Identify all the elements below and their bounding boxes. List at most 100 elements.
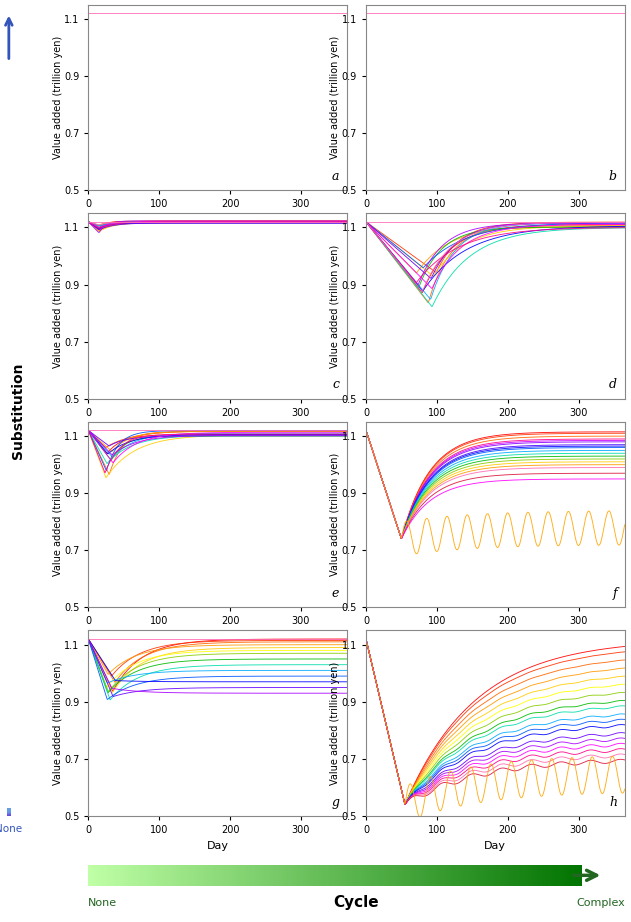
Bar [562, 865, 565, 886]
Bar [530, 865, 533, 886]
Text: h: h [609, 796, 617, 809]
Bar [6, 810, 11, 813]
Bar [6, 811, 11, 815]
Bar [6, 810, 11, 814]
Bar [6, 811, 11, 815]
Bar [547, 865, 550, 886]
Bar [321, 865, 323, 886]
Bar [187, 865, 190, 886]
Bar [182, 865, 185, 886]
Bar [525, 865, 528, 886]
Bar [6, 809, 11, 812]
Bar [6, 811, 11, 815]
Bar [574, 865, 577, 886]
Bar [232, 865, 234, 886]
Bar [6, 809, 11, 812]
Bar [310, 865, 313, 886]
Bar [433, 865, 437, 886]
Bar [214, 865, 217, 886]
Bar [224, 865, 227, 886]
Bar [6, 810, 11, 815]
Bar [6, 810, 11, 813]
Bar [121, 865, 123, 886]
Bar [6, 811, 11, 815]
Bar [6, 810, 11, 813]
Bar [291, 865, 293, 886]
Bar [6, 810, 11, 814]
Bar [6, 809, 11, 813]
Bar [6, 809, 11, 812]
Bar [6, 811, 11, 816]
Bar [162, 865, 165, 886]
Bar [6, 810, 11, 815]
Bar [6, 810, 11, 813]
Bar [557, 865, 560, 886]
Bar [463, 865, 466, 886]
Bar [204, 865, 207, 886]
Bar [6, 808, 11, 812]
Bar [419, 865, 422, 886]
Bar [441, 865, 444, 886]
Bar [6, 810, 11, 814]
Bar [216, 865, 220, 886]
Bar [6, 811, 11, 816]
Text: g: g [331, 796, 339, 809]
Bar [6, 809, 11, 812]
Bar [6, 810, 11, 814]
Bar [6, 811, 11, 816]
Bar [6, 810, 11, 814]
Bar [189, 865, 192, 886]
Bar [6, 811, 11, 815]
Bar [510, 865, 513, 886]
Bar [6, 810, 11, 814]
Bar [422, 865, 424, 886]
Y-axis label: Value added (trillion yen): Value added (trillion yen) [330, 453, 340, 576]
Bar [327, 865, 331, 886]
Bar [177, 865, 180, 886]
Bar [379, 865, 382, 886]
Bar [6, 811, 11, 815]
Bar [6, 810, 11, 814]
Bar [6, 809, 11, 813]
Bar [404, 865, 407, 886]
Bar [6, 811, 11, 815]
Bar [520, 865, 522, 886]
Bar [360, 865, 362, 886]
Bar [6, 809, 11, 812]
Bar [6, 810, 11, 814]
Bar [6, 809, 11, 812]
Bar [6, 810, 11, 813]
Bar [6, 809, 11, 813]
Bar [392, 865, 394, 886]
Bar [6, 810, 11, 814]
Bar [6, 810, 11, 814]
Bar [333, 865, 335, 886]
Bar [6, 809, 11, 812]
Bar [6, 809, 11, 812]
Bar [335, 865, 338, 886]
Bar [348, 865, 350, 886]
Bar [251, 865, 254, 886]
Bar [478, 865, 481, 886]
Bar [6, 809, 11, 813]
Bar [6, 810, 11, 814]
Bar [6, 810, 11, 814]
Bar [458, 865, 461, 886]
Bar [6, 810, 11, 814]
Bar [6, 809, 11, 812]
Bar [6, 811, 11, 816]
Bar [160, 865, 163, 886]
Bar [411, 865, 414, 886]
Bar [454, 865, 456, 886]
Bar [6, 809, 11, 812]
Bar [283, 865, 286, 886]
X-axis label: Day: Day [207, 632, 228, 642]
Bar [6, 810, 11, 814]
Bar [6, 809, 11, 812]
Bar [6, 810, 11, 814]
Bar [91, 865, 93, 886]
Bar [6, 810, 11, 815]
Text: f: f [612, 587, 617, 600]
Bar [295, 865, 298, 886]
Bar [6, 810, 11, 814]
